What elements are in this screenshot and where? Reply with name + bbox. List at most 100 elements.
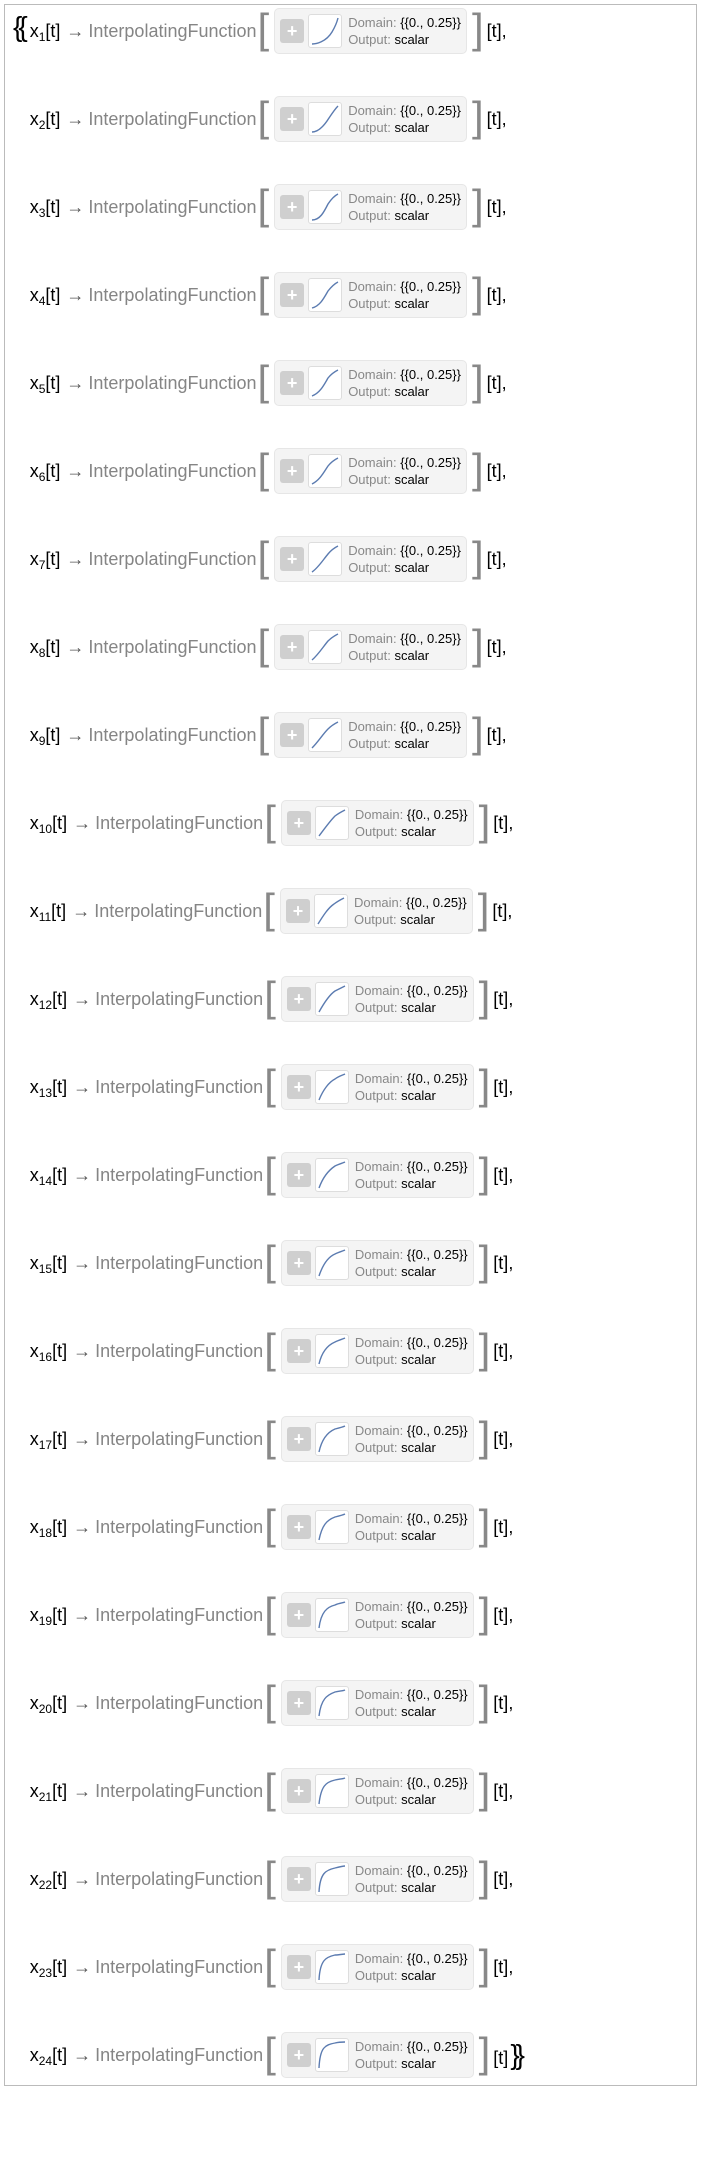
expand-plus-icon[interactable]: +	[280, 459, 304, 483]
interpolating-function-widget[interactable]: +Domain: {{0., 0.25}}Output: scalar	[281, 1504, 474, 1550]
output-label: Output:	[348, 120, 394, 135]
rule-row: x18[t]→InterpolatingFunction[+Domain: {{…	[30, 1503, 690, 1551]
domain-value: {{0., 0.25}}	[400, 455, 461, 470]
expand-plus-icon[interactable]: +	[287, 1427, 311, 1451]
expand-plus-icon[interactable]: +	[286, 899, 310, 923]
expand-plus-icon[interactable]: +	[287, 1339, 311, 1363]
bracket-close: ]	[472, 449, 484, 489]
expand-plus-icon[interactable]: +	[280, 19, 304, 43]
apply-tail: [t],	[493, 989, 513, 1010]
interpolating-function-widget[interactable]: +Domain: {{0., 0.25}}Output: scalar	[281, 976, 474, 1022]
bracket-close: ]	[479, 1945, 491, 1985]
var-subscript: 10	[39, 822, 52, 836]
interpolating-function-widget[interactable]: +Domain: {{0., 0.25}}Output: scalar	[281, 1240, 474, 1286]
expand-plus-icon[interactable]: +	[287, 1163, 311, 1187]
output-line: Output: scalar	[355, 1879, 468, 1896]
interpolating-function-widget[interactable]: +Domain: {{0., 0.25}}Output: scalar	[281, 1416, 474, 1462]
domain-line: Domain: {{0., 0.25}}	[348, 190, 461, 207]
interpolating-function-widget[interactable]: +Domain: {{0., 0.25}}Output: scalar	[281, 1768, 474, 1814]
interpolating-function-widget[interactable]: +Domain: {{0., 0.25}}Output: scalar	[280, 888, 473, 934]
expand-plus-icon[interactable]: +	[280, 723, 304, 747]
interpolating-function-widget[interactable]: +Domain: {{0., 0.25}}Output: scalar	[274, 536, 467, 582]
interpolating-function-widget[interactable]: +Domain: {{0., 0.25}}Output: scalar	[281, 1856, 474, 1902]
expand-plus-icon[interactable]: +	[280, 283, 304, 307]
interpolating-function-widget[interactable]: +Domain: {{0., 0.25}}Output: scalar	[281, 800, 474, 846]
apply-tail: [t],	[493, 1605, 513, 1626]
interpolating-function-widget[interactable]: +Domain: {{0., 0.25}}Output: scalar	[281, 1680, 474, 1726]
interpolating-function-widget[interactable]: +Domain: {{0., 0.25}}Output: scalar	[274, 624, 467, 670]
interpolating-function-widget[interactable]: +Domain: {{0., 0.25}}Output: scalar	[281, 1328, 474, 1374]
interpolating-function-widget[interactable]: +Domain: {{0., 0.25}}Output: scalar	[274, 448, 467, 494]
domain-value: {{0., 0.25}}	[400, 631, 461, 646]
list-separator: ,	[508, 1869, 513, 1889]
expand-plus-icon[interactable]: +	[280, 547, 304, 571]
var-base: x	[30, 901, 39, 922]
output-line: Output: scalar	[348, 735, 461, 752]
output-label: Output:	[355, 1880, 401, 1895]
expand-plus-icon[interactable]: +	[287, 2043, 311, 2067]
output-value: scalar	[401, 1088, 436, 1103]
interpolating-function-widget[interactable]: +Domain: {{0., 0.25}}Output: scalar	[281, 1152, 474, 1198]
rule-arrow-icon: →	[66, 21, 84, 42]
rule-arrow-icon: →	[66, 725, 84, 746]
expand-plus-icon[interactable]: +	[280, 195, 304, 219]
interpolating-function-label: InterpolatingFunction	[95, 1165, 263, 1186]
expand-plus-icon[interactable]: +	[280, 107, 304, 131]
bracket-close: ]	[479, 1241, 491, 1281]
curve-thumbnail	[308, 278, 342, 312]
var-arg: [t]	[45, 197, 60, 218]
rule-row: x9[t]→InterpolatingFunction[+Domain: {{0…	[30, 711, 690, 759]
variable: x2[t]	[30, 109, 61, 130]
var-arg: [t]	[52, 989, 67, 1010]
interpolating-function-widget[interactable]: +Domain: {{0., 0.25}}Output: scalar	[281, 1944, 474, 1990]
interpolating-function-widget[interactable]: +Domain: {{0., 0.25}}Output: scalar	[274, 184, 467, 230]
interpolating-function-widget[interactable]: +Domain: {{0., 0.25}}Output: scalar	[274, 8, 467, 54]
interpolating-function-widget[interactable]: +Domain: {{0., 0.25}}Output: scalar	[274, 712, 467, 758]
expand-plus-icon[interactable]: +	[287, 1955, 311, 1979]
apply-arg: [t]	[493, 1341, 508, 1361]
domain-label: Domain:	[355, 1423, 407, 1438]
domain-label: Domain:	[355, 1247, 407, 1262]
output-line: Output: scalar	[355, 1791, 468, 1808]
variable: x16[t]	[30, 1341, 67, 1362]
list-separator: ,	[502, 373, 507, 393]
apply-tail: [t],	[487, 373, 507, 394]
curve-thumbnail	[315, 1598, 349, 1632]
bracket-open: [	[264, 801, 276, 841]
curve-thumbnail	[315, 1950, 349, 1984]
expand-plus-icon[interactable]: +	[280, 371, 304, 395]
domain-label: Domain:	[355, 1159, 407, 1174]
expand-plus-icon[interactable]: +	[287, 1779, 311, 1803]
domain-value: {{0., 0.25}}	[407, 1863, 468, 1878]
interpolating-function-widget[interactable]: +Domain: {{0., 0.25}}Output: scalar	[274, 96, 467, 142]
interpolating-function-widget[interactable]: +Domain: {{0., 0.25}}Output: scalar	[281, 2032, 474, 2078]
rule-arrow-icon: →	[73, 1253, 91, 1274]
apply-arg: [t]	[487, 21, 502, 41]
bracket-close: ]	[479, 1153, 491, 1193]
interpolating-function-widget[interactable]: +Domain: {{0., 0.25}}Output: scalar	[274, 360, 467, 406]
expand-plus-icon[interactable]: +	[280, 635, 304, 659]
var-base: x	[30, 2045, 39, 2066]
apply-tail: [t],	[493, 1077, 513, 1098]
domain-value: {{0., 0.25}}	[407, 1335, 468, 1350]
expand-plus-icon[interactable]: +	[287, 1691, 311, 1715]
expand-plus-icon[interactable]: +	[287, 811, 311, 835]
interpolating-function-widget[interactable]: +Domain: {{0., 0.25}}Output: scalar	[274, 272, 467, 318]
interpolating-function-widget[interactable]: +Domain: {{0., 0.25}}Output: scalar	[281, 1064, 474, 1110]
var-subscript: 6	[39, 470, 46, 484]
output-value: scalar	[401, 1440, 436, 1455]
expand-plus-icon[interactable]: +	[287, 1251, 311, 1275]
curve-thumbnail	[308, 190, 342, 224]
apply-arg: [t]	[487, 285, 502, 305]
expand-plus-icon[interactable]: +	[287, 1075, 311, 1099]
rule-row: x20[t]→InterpolatingFunction[+Domain: {{…	[30, 1679, 690, 1727]
expand-plus-icon[interactable]: +	[287, 987, 311, 1011]
expand-plus-icon[interactable]: +	[287, 1867, 311, 1891]
expand-plus-icon[interactable]: +	[287, 1515, 311, 1539]
rule-row: x22[t]→InterpolatingFunction[+Domain: {{…	[30, 1855, 690, 1903]
interpolating-function-widget[interactable]: + Domain: {{0., 0.25}}Output: scalar	[281, 1592, 474, 1638]
widget-meta: Domain: {{0., 0.25}}Output: scalar	[355, 1598, 468, 1632]
variable: x4[t]	[30, 285, 61, 306]
interpolating-function-label: InterpolatingFunction	[95, 1517, 263, 1538]
expand-plus-icon[interactable]: +	[287, 1603, 311, 1627]
